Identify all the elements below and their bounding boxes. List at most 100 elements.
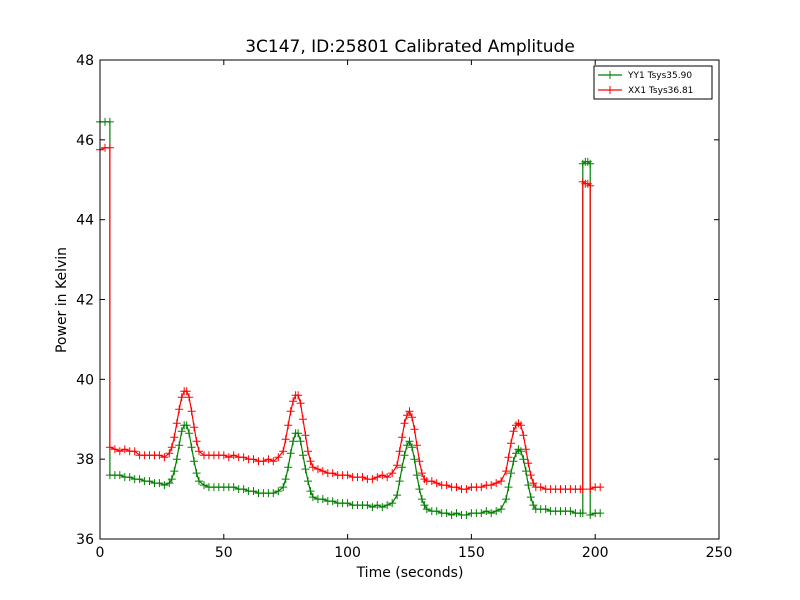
data-point	[170, 433, 179, 442]
data-point	[170, 467, 179, 476]
data-point	[304, 447, 312, 456]
data-point	[190, 457, 199, 466]
data-point	[301, 465, 310, 474]
data-point	[308, 493, 317, 502]
data-point	[269, 489, 278, 498]
data-point	[566, 507, 575, 516]
data-point	[105, 117, 114, 126]
data-point	[172, 419, 181, 428]
data-point	[306, 457, 315, 466]
data-point	[586, 159, 595, 168]
data-point	[395, 477, 404, 486]
data-point	[422, 505, 431, 514]
data-point	[281, 435, 290, 444]
data-point	[405, 437, 414, 446]
data-point	[358, 473, 367, 482]
data-point	[487, 509, 496, 518]
data-point	[502, 467, 511, 476]
data-point	[175, 405, 184, 414]
data-point	[378, 503, 387, 512]
data-point	[408, 413, 416, 422]
legend-label: XX1 Tsys36.81	[628, 86, 693, 96]
y-tick-label: 40	[76, 372, 94, 388]
data-point	[415, 457, 424, 466]
data-point	[296, 437, 305, 446]
data-point	[145, 477, 154, 486]
data-point	[187, 443, 196, 452]
data-point	[487, 481, 496, 490]
data-point	[393, 461, 402, 470]
data-point	[541, 505, 550, 514]
y-axis-label: Power in Kelvin	[54, 247, 70, 353]
data-point	[524, 481, 533, 490]
data-point	[130, 447, 139, 456]
data-point	[182, 387, 191, 396]
data-point	[328, 497, 337, 506]
data-point	[417, 495, 426, 504]
x-tick-label: 0	[96, 545, 105, 561]
data-point	[125, 473, 134, 482]
data-point	[373, 501, 382, 510]
series-2	[96, 143, 605, 494]
data-point	[578, 509, 587, 518]
data-point	[398, 433, 407, 442]
data-point	[521, 467, 530, 476]
data-point	[452, 483, 461, 492]
legend-box	[593, 65, 713, 100]
data-point	[408, 443, 416, 452]
data-point	[239, 485, 248, 494]
data-point	[175, 441, 184, 450]
data-point	[363, 501, 372, 510]
data-point	[343, 471, 352, 480]
data-point	[286, 449, 295, 458]
data-point	[526, 493, 535, 502]
data-point	[477, 483, 486, 492]
data-point	[398, 463, 407, 472]
data-point	[516, 421, 525, 430]
data-point	[447, 511, 456, 519]
data-point	[427, 477, 436, 486]
data-point	[410, 425, 419, 434]
data-point	[182, 421, 191, 430]
legend-label: YY1 Tsys35.90	[627, 71, 692, 81]
data-point	[195, 447, 203, 456]
data-point	[318, 467, 327, 476]
data-point	[368, 503, 377, 512]
data-point	[343, 499, 352, 508]
data-point	[405, 407, 414, 416]
data-point	[586, 485, 595, 494]
data-point	[304, 477, 312, 486]
data-point	[279, 447, 288, 456]
data-point	[586, 511, 595, 519]
data-point	[395, 447, 404, 456]
data-point	[264, 455, 273, 464]
data-point	[192, 437, 201, 446]
data-point	[578, 485, 587, 494]
data-point	[177, 427, 186, 436]
data-point	[279, 483, 288, 492]
x-axis-label: Time (seconds)	[356, 565, 464, 581]
data-point	[383, 473, 392, 482]
data-point	[452, 509, 461, 518]
data-point	[296, 399, 305, 408]
data-point	[160, 453, 169, 462]
data-point	[507, 439, 515, 448]
data-point	[442, 509, 451, 518]
y-tick-label: 44	[76, 213, 94, 229]
data-point	[432, 479, 441, 488]
data-point	[284, 463, 293, 472]
data-point	[135, 475, 144, 484]
data-point	[492, 507, 501, 516]
data-point	[388, 469, 397, 478]
data-point	[524, 459, 533, 468]
data-point	[105, 443, 114, 452]
data-point	[497, 505, 506, 514]
data-point	[115, 447, 124, 456]
data-point	[308, 463, 317, 472]
y-tick-label: 38	[76, 452, 94, 468]
data-point	[507, 469, 515, 478]
data-point	[509, 457, 518, 466]
data-point	[289, 437, 298, 446]
